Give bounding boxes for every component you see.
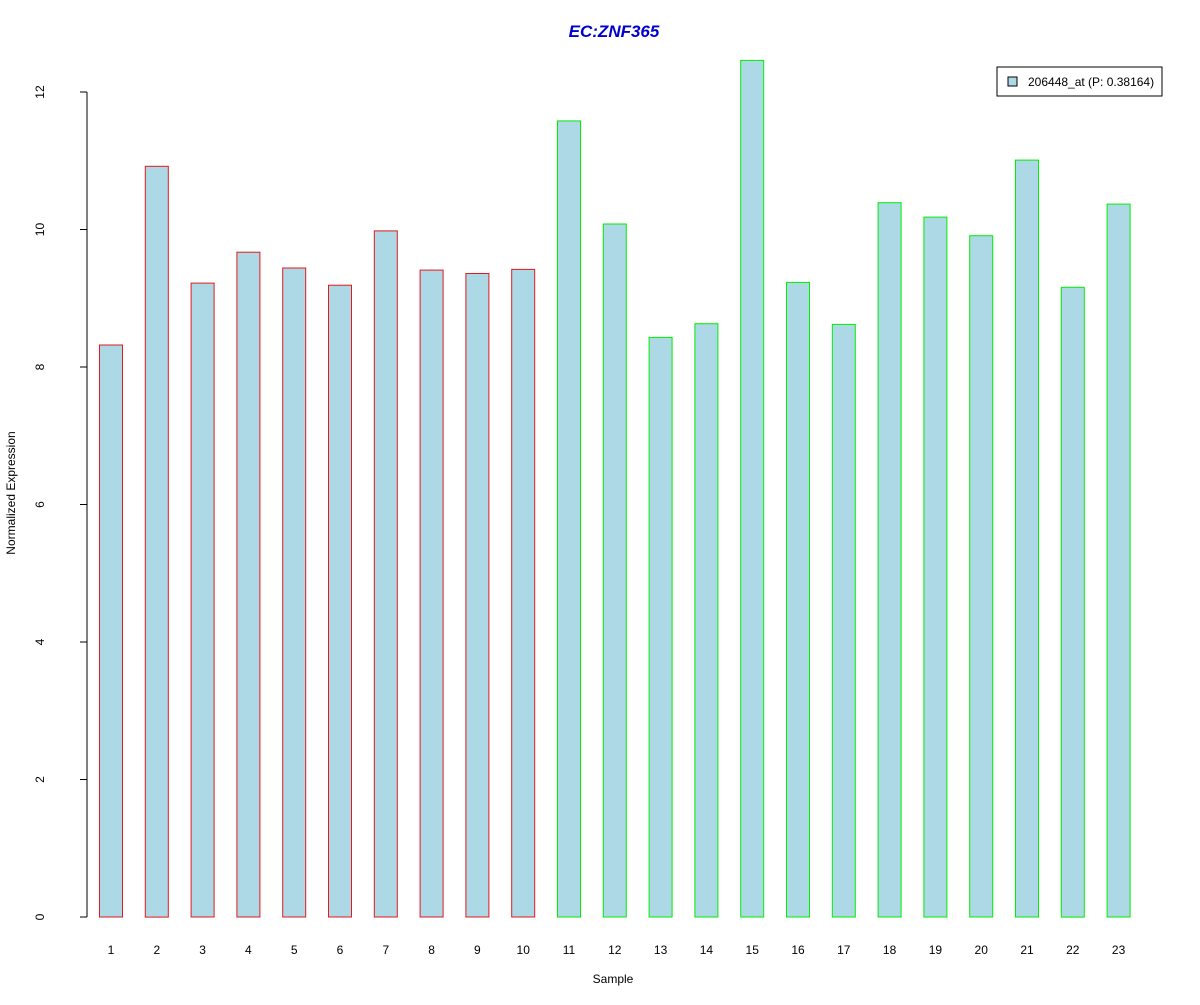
y-tick-label: 10	[33, 223, 47, 237]
bar-sample-22	[1060, 286, 1085, 918]
bar-sample-6	[328, 284, 352, 918]
legend: 206448_at (P: 0.38164)	[996, 66, 1163, 97]
x-tick-label: 13	[654, 943, 668, 957]
x-tick-label: 10	[517, 943, 531, 957]
bar-sample-23	[1106, 203, 1131, 918]
bar-sample-19	[923, 216, 948, 918]
bar-sample-12	[602, 223, 627, 918]
y-axis-label: Normalized Expression	[4, 431, 18, 554]
x-tick-label: 19	[929, 943, 943, 957]
bar-sample-16	[786, 281, 810, 918]
y-tick-label: 6	[33, 501, 47, 508]
bars	[99, 59, 1131, 918]
y-tick-label: 0	[33, 913, 47, 920]
bar-sample-21	[1015, 159, 1039, 918]
x-tick-label: 16	[791, 943, 805, 957]
bar-sample-9	[465, 273, 490, 918]
y-tick-label: 12	[33, 85, 47, 99]
bar-sample-7	[373, 230, 398, 918]
bar-sample-18	[877, 202, 902, 918]
bar-sample-10	[511, 268, 536, 918]
bar-sample-20	[969, 235, 994, 918]
x-tick-label: 15	[746, 943, 760, 957]
bar-sample-5	[282, 267, 307, 918]
x-tick-label: 14	[700, 943, 714, 957]
y-tick-label: 8	[33, 363, 47, 370]
x-tick-label: 11	[563, 943, 576, 957]
x-tick-label: 8	[428, 943, 435, 957]
x-tick-labels: 1 2 3 4 5 6 7 8 9 10 11 12 13 14 15 16 17 18 19 20 21 22 23	[108, 943, 1126, 957]
x-tick-label: 1	[108, 943, 115, 957]
x-tick-label: 12	[608, 943, 622, 957]
x-tick-label: 9	[474, 943, 481, 957]
bar-sample-3	[190, 282, 215, 918]
x-tick-label: 3	[199, 943, 206, 957]
y-tick-label: 2	[33, 776, 47, 783]
x-tick-label: 7	[382, 943, 389, 957]
x-tick-label: 18	[883, 943, 897, 957]
x-tick-label: 4	[245, 943, 252, 957]
chart-title: EC:ZNF365	[569, 22, 660, 41]
x-tick-label: 21	[1020, 943, 1034, 957]
y-tick-label: 4	[33, 638, 47, 645]
x-tick-label: 20	[975, 943, 989, 957]
bar-sample-2	[144, 165, 169, 918]
x-tick-label: 5	[291, 943, 298, 957]
bar-sample-13	[648, 336, 673, 918]
x-tick-label: 17	[837, 943, 851, 957]
bar-sample-8	[419, 269, 444, 918]
legend-swatch	[1007, 76, 1018, 87]
bar-sample-17	[831, 323, 856, 918]
bar-sample-11	[557, 120, 581, 918]
x-tick-label: 22	[1066, 943, 1080, 957]
bar-sample-14	[694, 323, 719, 918]
x-axis-label: Sample	[593, 972, 634, 986]
legend-label: 206448_at (P: 0.38164)	[1028, 75, 1154, 89]
bar-sample-4	[236, 251, 261, 918]
x-tick-label: 6	[337, 943, 344, 957]
x-tick-label: 2	[153, 943, 160, 957]
bar-sample-15	[740, 59, 765, 918]
legend-box	[996, 66, 1163, 97]
bar-sample-1	[99, 344, 123, 918]
x-tick-label: 23	[1112, 943, 1126, 957]
y-axis: 0 2 4 6 8 10 12	[33, 85, 88, 920]
